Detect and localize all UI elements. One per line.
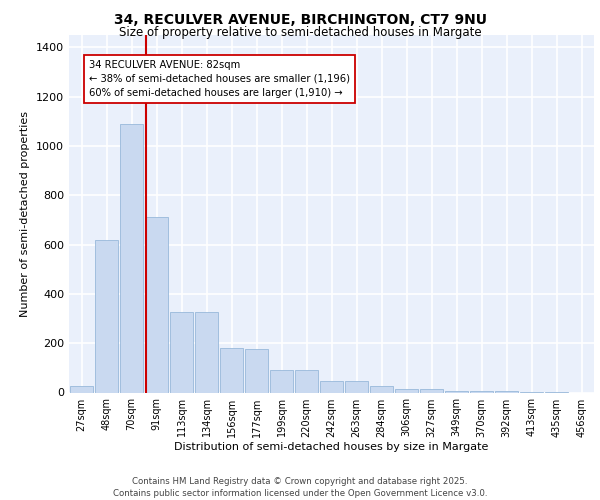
Bar <box>295 370 319 392</box>
Bar <box>395 389 418 392</box>
Bar <box>170 312 193 392</box>
Text: 34, RECULVER AVENUE, BIRCHINGTON, CT7 9NU: 34, RECULVER AVENUE, BIRCHINGTON, CT7 9N… <box>113 12 487 26</box>
Text: 34 RECULVER AVENUE: 82sqm
← 38% of semi-detached houses are smaller (1,196)
60% : 34 RECULVER AVENUE: 82sqm ← 38% of semi-… <box>89 60 350 98</box>
Bar <box>70 386 94 392</box>
Y-axis label: Number of semi-detached properties: Number of semi-detached properties <box>20 111 31 317</box>
Bar <box>344 381 368 392</box>
Bar <box>95 240 118 392</box>
Bar <box>245 350 268 393</box>
Bar <box>269 370 293 392</box>
Text: Size of property relative to semi-detached houses in Margate: Size of property relative to semi-detach… <box>119 26 481 39</box>
Bar <box>220 348 244 393</box>
Bar <box>370 386 394 392</box>
Text: Contains HM Land Registry data © Crown copyright and database right 2025.
Contai: Contains HM Land Registry data © Crown c… <box>113 476 487 498</box>
Bar <box>119 124 143 392</box>
Bar <box>419 389 443 392</box>
Bar <box>145 218 169 392</box>
Bar <box>194 312 218 392</box>
Bar <box>320 381 343 392</box>
X-axis label: Distribution of semi-detached houses by size in Margate: Distribution of semi-detached houses by … <box>175 442 488 452</box>
Bar <box>445 390 469 392</box>
Bar <box>470 390 493 392</box>
